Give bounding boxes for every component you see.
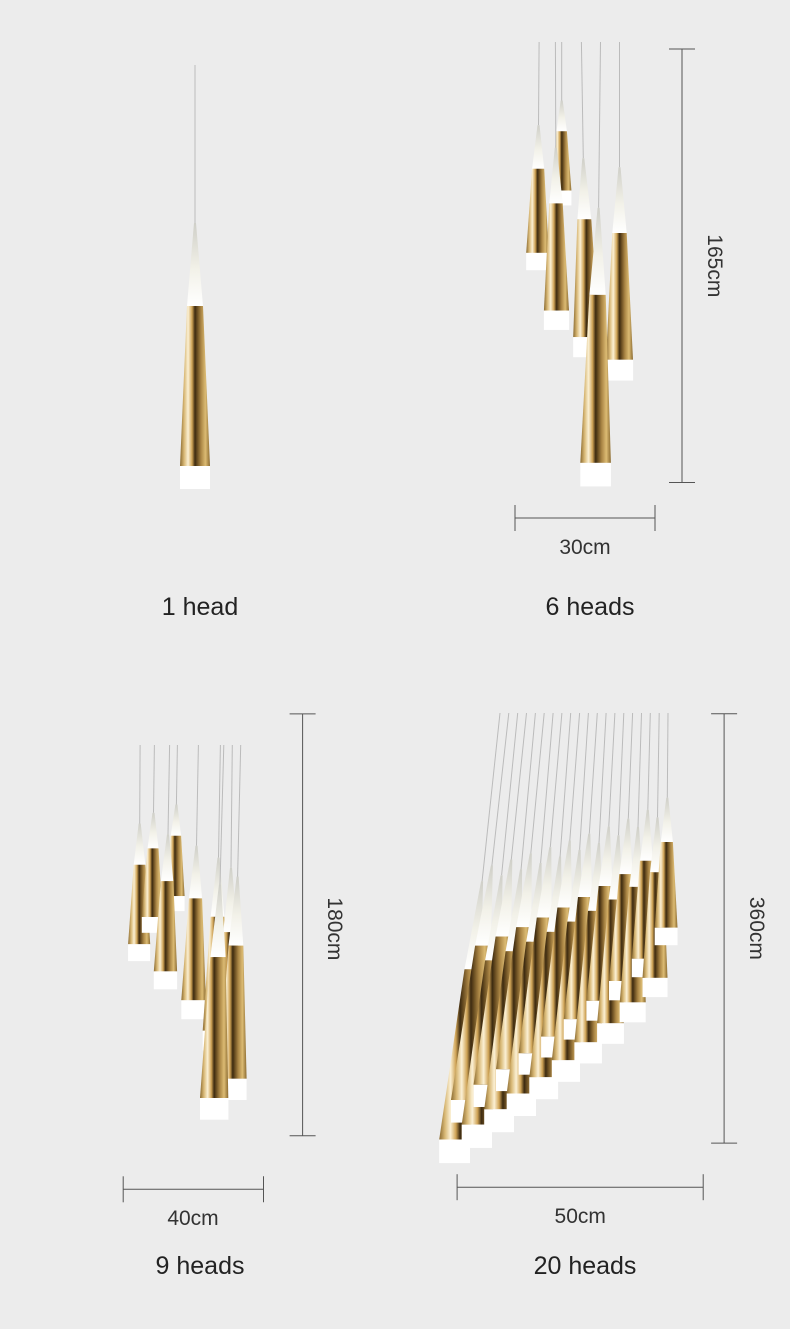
svg-text:50cm: 50cm — [555, 1205, 606, 1228]
svg-text:360cm: 360cm — [745, 897, 768, 960]
svg-text:180cm: 180cm — [323, 897, 346, 960]
svg-text:40cm: 40cm — [167, 1207, 218, 1230]
svg-text:30cm: 30cm — [559, 536, 610, 559]
svg-text:165cm: 165cm — [703, 234, 726, 297]
